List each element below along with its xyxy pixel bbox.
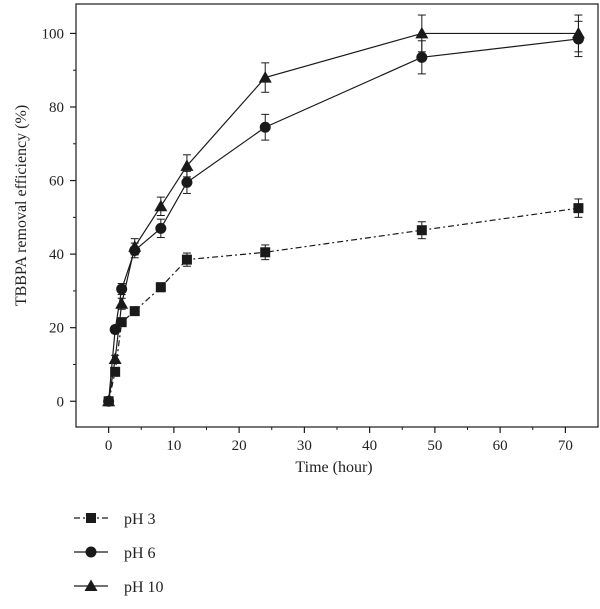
x-tick-label: 60 [493, 438, 508, 454]
data-point-ph-3 [181, 254, 192, 265]
data-point-ph-3 [116, 317, 127, 328]
series-ph-3 [103, 198, 584, 407]
data-point-ph-3 [416, 225, 427, 236]
y-axis-title: TBBPA removal efficiency (%) [13, 105, 30, 306]
data-point-ph-3 [573, 203, 584, 214]
axes: 0 10 20 30 40 50 60 70 0 20 40 60 80 100 Time (hour) TB… [13, 3, 599, 476]
series-layer [102, 14, 585, 407]
y-tick-label: 20 [49, 321, 64, 337]
data-point-ph-10 [128, 240, 142, 252]
data-point-ph-10 [415, 26, 429, 39]
data-point-ph-6 [181, 176, 193, 188]
data-point-ph-6 [259, 121, 271, 133]
series-ph-6 [103, 20, 584, 407]
data-point-ph-10 [258, 71, 272, 83]
y-tick-label: 100 [42, 26, 65, 42]
series-ph-10 [102, 14, 585, 407]
legend-entry-ph-10: pH 10 [74, 579, 164, 596]
series-line-ph-6 [108, 38, 579, 402]
x-tick-label: 50 [427, 438, 442, 454]
data-point-ph-3 [155, 282, 166, 293]
x-tick-label: 0 [105, 438, 113, 454]
legend-label-ph-6: pH 6 [124, 545, 156, 562]
legend-marker-ph-6 [85, 546, 97, 558]
data-point-ph-10 [571, 26, 585, 39]
y-tick-label: 40 [49, 247, 64, 263]
legend-label-ph-10: pH 10 [124, 579, 164, 596]
data-point-ph-6 [155, 222, 167, 234]
series-line-ph-3 [108, 207, 579, 402]
data-point-ph-10 [154, 199, 168, 212]
data-point-ph-3 [110, 366, 121, 377]
data-point-ph-10 [102, 394, 116, 407]
legend-marker-ph-3 [86, 513, 96, 523]
y-tick-label: 0 [57, 394, 65, 410]
data-point-ph-3 [260, 247, 271, 258]
x-tick-label: 20 [232, 438, 247, 454]
legend: pH 3 pH 6 pH 10 [74, 511, 164, 596]
data-point-ph-10 [115, 297, 129, 309]
data-point-ph-10 [180, 159, 194, 171]
data-point-ph-6 [416, 51, 428, 63]
series-line-ph-10 [108, 32, 579, 402]
x-tick-label: 70 [558, 438, 573, 454]
y-tick-label: 80 [49, 100, 64, 116]
x-axis-title: Time (hour) [295, 459, 372, 476]
legend-marker-ph-10 [84, 579, 98, 591]
x-tick-label: 40 [362, 438, 377, 454]
legend-label-ph-3: pH 3 [124, 511, 156, 528]
x-tick-label: 10 [166, 438, 181, 454]
legend-entry-ph-6: pH 6 [74, 545, 156, 562]
legend-entry-ph-3: pH 3 [74, 511, 156, 528]
data-point-ph-10 [108, 352, 122, 364]
data-point-ph-3 [129, 306, 140, 317]
x-tick-label: 30 [297, 438, 312, 454]
y-tick-label: 60 [49, 174, 64, 190]
